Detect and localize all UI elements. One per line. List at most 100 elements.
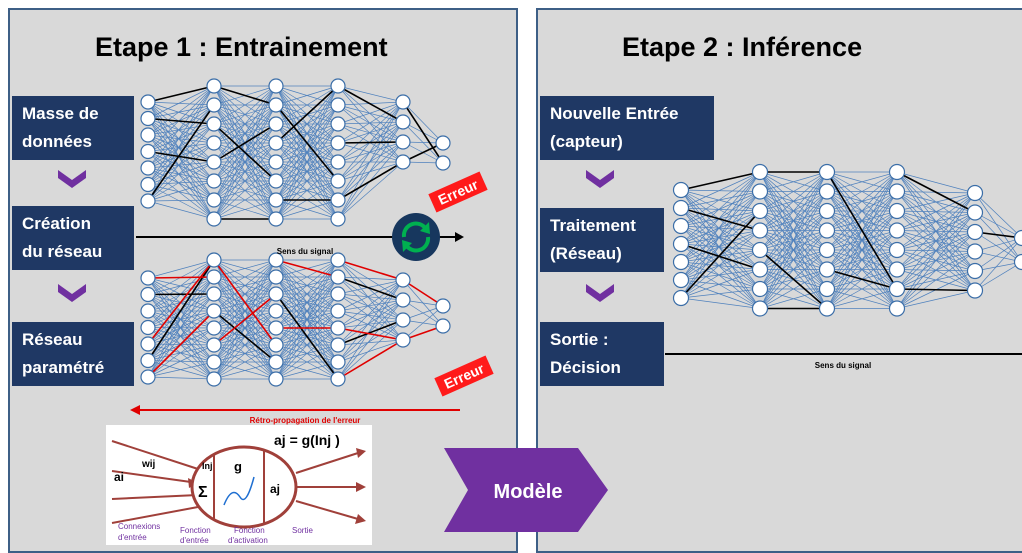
neuron-node <box>331 270 345 284</box>
input-arrow <box>112 471 198 483</box>
neuron-node <box>331 321 345 335</box>
neuron-node <box>269 304 283 318</box>
sum-input-label: Inj <box>202 461 213 471</box>
chevron-down-icon <box>586 170 614 188</box>
neuron-node <box>331 304 345 318</box>
neuron-node <box>674 237 689 252</box>
neuron-node <box>269 212 283 226</box>
neuron-node <box>968 205 983 220</box>
neuron-node <box>207 155 221 169</box>
neuron-node <box>890 184 905 199</box>
neuron-node <box>396 333 410 347</box>
neuron-node <box>207 321 221 335</box>
neuron-node <box>207 136 221 150</box>
caption-fonction-activation: d'activation <box>228 536 268 545</box>
neuron-node <box>269 193 283 207</box>
neuron-node <box>269 287 283 301</box>
input-label: ai <box>114 470 124 484</box>
neuron-node <box>207 212 221 226</box>
neuron-node <box>753 262 768 277</box>
neuron-node <box>141 194 155 208</box>
chevron-down-icon <box>586 284 614 302</box>
model-label: Modèle <box>494 481 563 503</box>
neuron-node <box>207 193 221 207</box>
neuron-node <box>396 95 410 109</box>
neuron-node <box>207 253 221 267</box>
signal-label-left: Sens du signal <box>277 247 333 256</box>
arrowhead <box>356 448 366 458</box>
output-arrow <box>296 501 358 519</box>
neuron-node <box>207 287 221 301</box>
neuron-node <box>436 136 450 150</box>
neuron-node <box>968 283 983 298</box>
neuron-node <box>968 225 983 240</box>
highlight-edge <box>148 294 214 295</box>
neuron-node <box>141 145 155 159</box>
highlight-edge <box>148 86 214 102</box>
neuron-node <box>820 165 835 180</box>
neuron-node <box>890 282 905 297</box>
network-edge <box>681 208 760 250</box>
caption-connexions: Connexions <box>118 522 160 531</box>
network-edge <box>897 193 975 309</box>
network-edge <box>338 124 403 142</box>
neuron-node <box>1015 231 1022 246</box>
neuron-node <box>207 117 221 131</box>
network-edge <box>338 162 403 181</box>
weight-label: wij <box>141 459 156 470</box>
neuron-node <box>269 338 283 352</box>
neuron-node <box>820 282 835 297</box>
neuron-node <box>331 136 345 150</box>
neuron-node <box>396 135 410 149</box>
neuron-node <box>207 79 221 93</box>
output-label: aj <box>270 482 280 496</box>
neuron-node <box>890 165 905 180</box>
network-edge <box>897 193 975 270</box>
neuron-node <box>753 301 768 316</box>
neuron-node <box>820 243 835 258</box>
network-edge <box>681 211 760 280</box>
neuron-node <box>269 155 283 169</box>
neuron-node <box>436 299 450 313</box>
highlight-edge <box>338 142 403 143</box>
network-edge <box>338 102 403 219</box>
network-edge <box>338 102 403 124</box>
output-arrow <box>296 453 358 473</box>
neuron-node <box>141 161 155 175</box>
neuron-node <box>396 273 410 287</box>
neuron-node <box>436 156 450 170</box>
neuron-node <box>269 98 283 112</box>
neuron-node <box>968 186 983 201</box>
network-edge <box>148 143 214 185</box>
neuron-node <box>890 223 905 238</box>
neuron-node <box>820 223 835 238</box>
neuron-node <box>753 282 768 297</box>
network-edge <box>338 122 403 143</box>
network-edge <box>897 232 975 309</box>
neuron-node <box>141 337 155 351</box>
neuron-node <box>141 370 155 384</box>
neuron-node <box>890 301 905 316</box>
arrowhead <box>356 482 366 492</box>
neuron-node <box>331 193 345 207</box>
neuron-node <box>396 115 410 129</box>
neuron-node <box>269 174 283 188</box>
neuron-node <box>141 128 155 142</box>
neuron-node <box>674 219 689 234</box>
caption-fonction-entree: d'entrée <box>180 536 209 545</box>
network-edge <box>338 300 403 379</box>
neuron-node <box>820 301 835 316</box>
neuron-node <box>753 184 768 199</box>
neuron-node <box>674 201 689 216</box>
signal-label-right: Sens du signal <box>815 361 871 370</box>
error-edge <box>338 340 403 379</box>
neuron-node <box>331 98 345 112</box>
highlight-edge <box>403 102 443 163</box>
neuron-node <box>207 372 221 386</box>
neuron-node <box>269 117 283 131</box>
cycle-circle <box>392 213 440 261</box>
network-edge <box>897 193 975 231</box>
neuron-node <box>331 355 345 369</box>
network-edge <box>338 260 403 340</box>
neuron-node <box>674 273 689 288</box>
